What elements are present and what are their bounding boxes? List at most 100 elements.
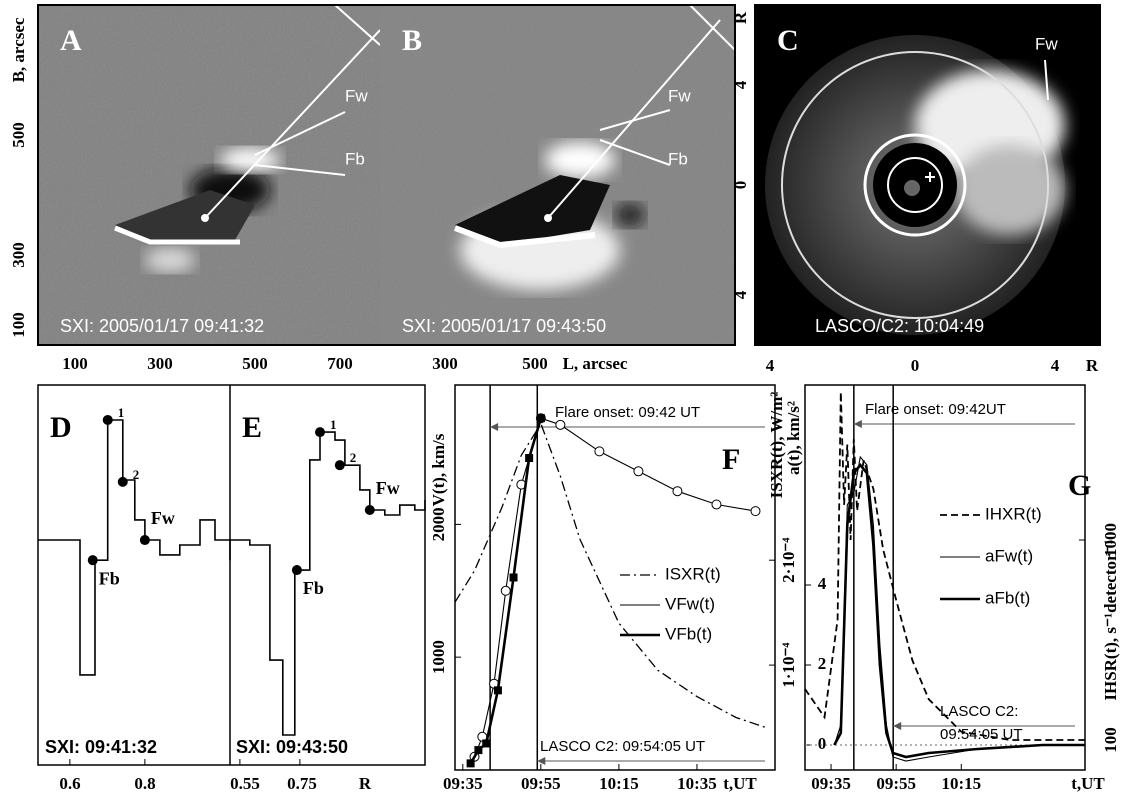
point-label: 2	[133, 467, 140, 482]
image-b	[380, 5, 735, 345]
marker	[711, 499, 722, 510]
y2-tick-label: 1·10⁻⁴	[779, 642, 798, 687]
legend-entry: aFw(t)	[985, 546, 1033, 565]
point-label: Fw	[151, 508, 175, 528]
x-tick-label: 0.8	[134, 774, 155, 793]
x-tick-label: 700	[327, 354, 353, 373]
x-tick-label: 0	[911, 356, 920, 375]
x-tick-label: 300	[147, 354, 173, 373]
image-a	[38, 5, 380, 345]
annotation: Flare onset: 09:42 UT	[555, 404, 700, 421]
y-axis-label: a(t), km/s²	[784, 401, 803, 475]
profile-point	[291, 565, 302, 576]
profile-point	[364, 505, 375, 516]
marker	[493, 686, 502, 695]
x-tick-label: 09:55	[521, 774, 561, 793]
profile-point	[117, 476, 128, 487]
annotation: Fw	[1035, 34, 1058, 53]
profile-point	[334, 460, 345, 471]
x-tick-label: 300	[432, 354, 458, 373]
annotation: Fw	[345, 86, 368, 105]
marker	[482, 739, 491, 748]
caption: SXI: 2005/01/17 09:41:32	[60, 316, 264, 336]
marker	[536, 414, 545, 423]
frame-g	[804, 384, 1086, 771]
profile-point	[315, 427, 325, 438]
y-tick-label: 500	[9, 122, 28, 148]
point-label: Fb	[303, 578, 324, 598]
frame-de	[37, 384, 426, 766]
series-line	[833, 462, 1085, 759]
panel-label: F	[722, 443, 740, 476]
y-tick-label: 4	[818, 574, 827, 593]
arrow-head	[853, 420, 862, 428]
y-tick-label: 300	[9, 242, 28, 268]
x-axis-label: t,UT	[723, 774, 757, 793]
x-tick-label: 0.75	[287, 774, 317, 793]
x-axis-label: t,UT	[1071, 774, 1105, 793]
panel-label: D	[50, 411, 72, 444]
series-line	[473, 417, 756, 757]
x-tick-label: 10:15	[941, 774, 981, 793]
x-tick-label: 500	[522, 354, 548, 373]
x-axis-label: L, arcsec	[563, 354, 628, 373]
marker	[594, 446, 605, 457]
caption: SXI: 09:43:50	[236, 737, 348, 757]
profile-point	[139, 535, 150, 546]
point-label: 2	[350, 450, 357, 465]
arrow-head	[490, 423, 499, 431]
caption: SXI: 2005/01/17 09:43:50	[402, 316, 606, 336]
profile-point	[87, 555, 98, 566]
marker	[750, 506, 761, 517]
y-tick-label: 2000	[429, 507, 448, 541]
x-axis-label: R	[1086, 356, 1099, 375]
x-tick-label: 4	[766, 356, 775, 375]
marker	[509, 573, 518, 582]
annotation: LASCO C2: 09:54:05 UT	[540, 738, 705, 755]
x-tick-label: 0.6	[59, 774, 80, 793]
panel-label: G	[1068, 469, 1091, 502]
marker	[500, 585, 511, 596]
panel-label: E	[242, 411, 262, 444]
y-tick-label: 0	[818, 734, 827, 753]
point-label: 1	[330, 417, 337, 432]
y-axis-label: V(t), km/s	[429, 433, 448, 506]
marker	[633, 466, 644, 477]
annotation: LASCO C2:	[940, 703, 1018, 720]
marker	[525, 454, 534, 463]
marker	[555, 419, 566, 430]
legend-entry: VFb(t)	[665, 624, 712, 643]
y-axis-label: R	[731, 11, 750, 24]
x-tick-label: 10:35	[677, 774, 717, 793]
point-label: Fw	[376, 478, 400, 498]
x-tick-label: 4	[1051, 356, 1060, 375]
profile-point	[102, 414, 113, 425]
x-tick-label: 09:35	[811, 774, 851, 793]
legend-entry: IHXR(t)	[985, 504, 1042, 523]
x-tick-label: 100	[62, 354, 88, 373]
series-line	[230, 431, 426, 736]
image-c	[754, 4, 1101, 346]
series-line	[804, 391, 1085, 741]
y2-axis-label: IHSR(t), s⁻¹detector⁻¹	[1101, 539, 1120, 700]
x-axis-label: R	[359, 774, 372, 793]
point-label: Fb	[99, 568, 120, 588]
y2-axis-label: ISXR(t), W/m²	[767, 392, 786, 499]
x-tick-label: 09:35	[443, 774, 483, 793]
annotation: Fb	[345, 149, 365, 168]
panel-label: B	[402, 24, 422, 57]
marker	[672, 486, 683, 497]
y-tick-label: 0	[731, 181, 750, 190]
legend-entry: VFw(t)	[665, 594, 715, 613]
image-frame	[37, 4, 736, 346]
x-tick-label: 0.55	[230, 774, 260, 793]
marker	[474, 746, 483, 755]
y-tick-label: 1000	[429, 640, 448, 674]
x-tick-label: 10:15	[599, 774, 639, 793]
marker	[466, 759, 475, 768]
y-axis-label: B, arcsec	[9, 17, 28, 82]
arrow-head	[893, 722, 902, 730]
y-tick-label: 100	[9, 312, 28, 338]
